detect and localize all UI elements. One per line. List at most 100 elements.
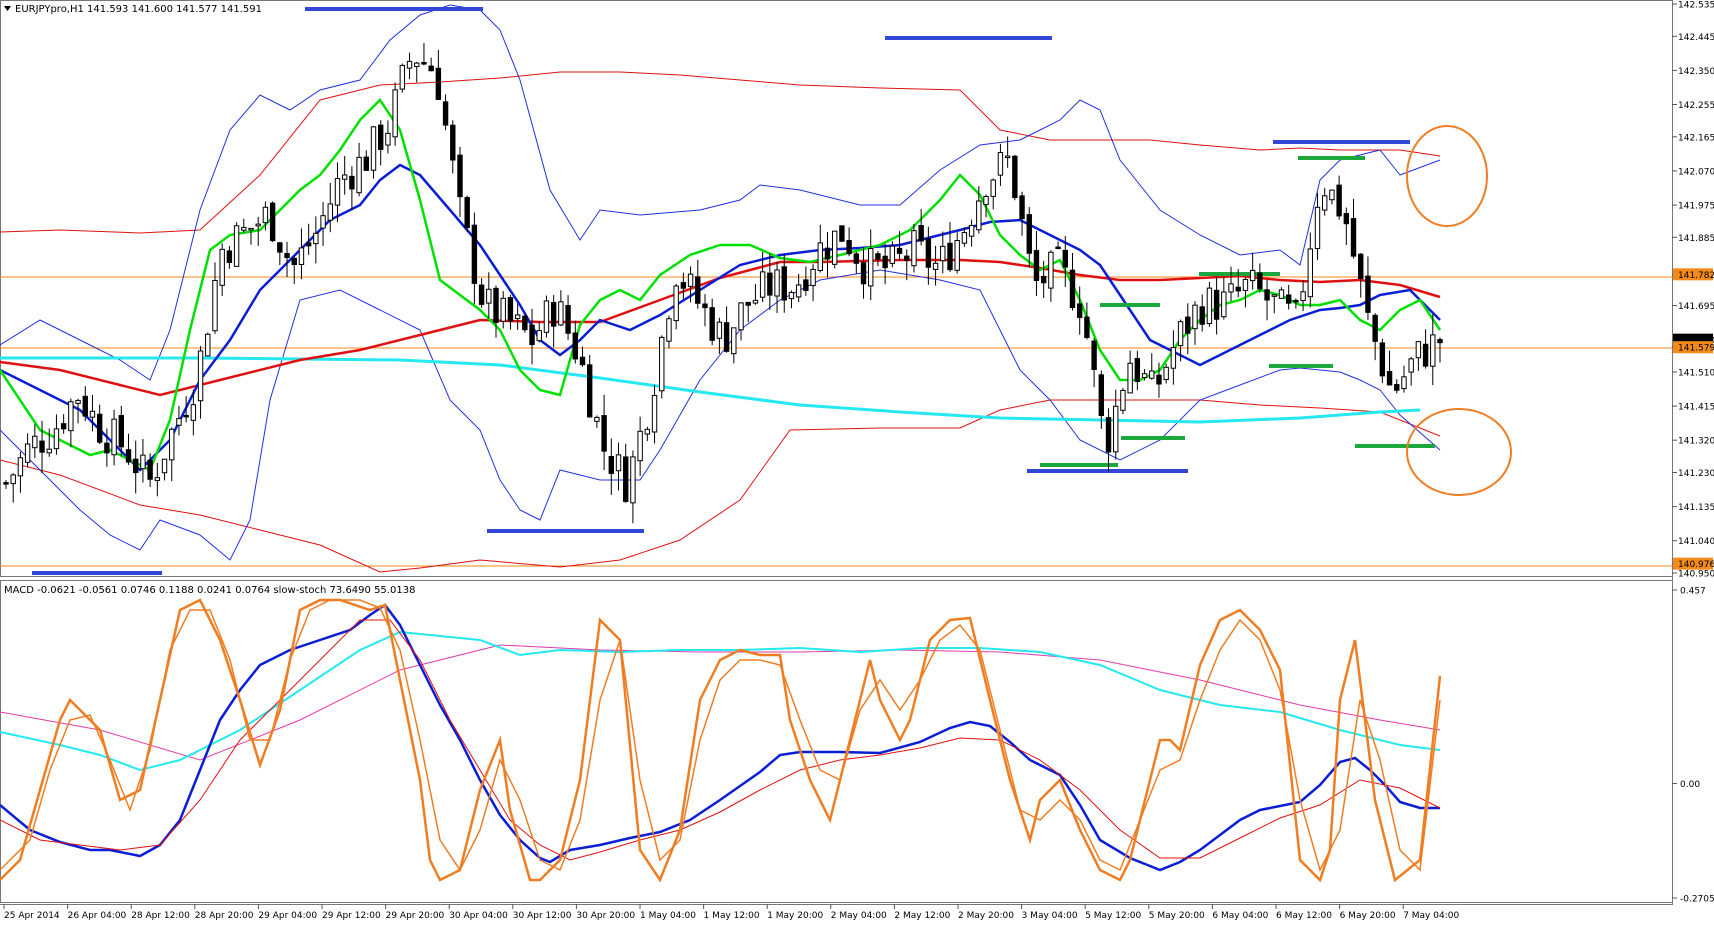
candle-body[interactable]: [990, 179, 996, 197]
candle-body[interactable]: [1048, 251, 1054, 289]
candle-body[interactable]: [334, 178, 341, 206]
candle-body[interactable]: [615, 454, 622, 472]
candle-body[interactable]: [406, 60, 413, 69]
candle-body[interactable]: [269, 202, 276, 242]
candle-body[interactable]: [925, 238, 932, 268]
candle-body[interactable]: [1394, 384, 1400, 391]
candle-body[interactable]: [392, 89, 398, 138]
candle-body[interactable]: [46, 448, 52, 454]
candle-body[interactable]: [399, 64, 406, 90]
candle-body[interactable]: [1120, 389, 1126, 411]
candle-body[interactable]: [212, 280, 218, 332]
candle-body[interactable]: [471, 224, 478, 284]
candle-body[interactable]: [262, 206, 269, 224]
candle-body[interactable]: [133, 458, 139, 474]
candle-body[interactable]: [1235, 286, 1241, 292]
candle-body[interactable]: [1185, 316, 1191, 334]
candle-body[interactable]: [96, 413, 103, 443]
candle-body[interactable]: [1329, 189, 1335, 201]
candle-body[interactable]: [1177, 321, 1184, 347]
highlight-circle-lower[interactable]: [1406, 408, 1512, 496]
candle-body[interactable]: [817, 242, 823, 272]
candle-body[interactable]: [565, 305, 571, 334]
candle-body[interactable]: [75, 399, 81, 404]
candle-body[interactable]: [241, 227, 247, 231]
candle-body[interactable]: [1264, 289, 1270, 301]
candle-body[interactable]: [579, 356, 586, 366]
candle-body[interactable]: [1228, 283, 1234, 293]
candle-body[interactable]: [889, 245, 896, 264]
candle-body[interactable]: [125, 449, 132, 463]
candle-body[interactable]: [305, 242, 312, 247]
candle-body[interactable]: [1206, 287, 1213, 324]
candle-body[interactable]: [1249, 269, 1256, 282]
candle-body[interactable]: [795, 284, 802, 298]
candle-body[interactable]: [983, 196, 989, 206]
candle-body[interactable]: [442, 101, 449, 126]
candle-body[interactable]: [1221, 291, 1227, 318]
candle-body[interactable]: [421, 62, 427, 65]
candle-body[interactable]: [1069, 269, 1076, 309]
candle-body[interactable]: [161, 458, 168, 474]
candle-body[interactable]: [788, 291, 795, 300]
candle-body[interactable]: [695, 276, 701, 304]
candle-body[interactable]: [298, 247, 305, 265]
candle-body[interactable]: [968, 224, 975, 237]
candle-body[interactable]: [197, 350, 204, 402]
candle-body[interactable]: [572, 332, 578, 360]
candle-body[interactable]: [378, 124, 384, 150]
candle-body[interactable]: [1170, 347, 1177, 369]
candle-body[interactable]: [291, 257, 297, 265]
candle-body[interactable]: [932, 262, 939, 270]
candle-body[interactable]: [53, 428, 60, 450]
candle-body[interactable]: [1019, 195, 1025, 220]
candle-body[interactable]: [659, 336, 665, 392]
candle-body[interactable]: [1040, 275, 1047, 284]
candle-body[interactable]: [522, 315, 528, 331]
candle-body[interactable]: [702, 303, 708, 309]
candle-body[interactable]: [457, 154, 463, 198]
candle-body[interactable]: [1098, 374, 1105, 417]
candle-body[interactable]: [767, 272, 773, 296]
candle-body[interactable]: [550, 302, 557, 327]
candle-body[interactable]: [1062, 249, 1068, 268]
candle-body[interactable]: [1293, 299, 1299, 303]
candle-body[interactable]: [284, 252, 290, 258]
candle-body[interactable]: [32, 435, 38, 449]
candle-body[interactable]: [882, 255, 888, 269]
candle-body[interactable]: [1314, 206, 1321, 249]
candle-body[interactable]: [637, 430, 643, 462]
candle-body[interactable]: [226, 250, 233, 263]
candle-body[interactable]: [1285, 294, 1292, 304]
candle-body[interactable]: [82, 395, 88, 417]
candle-body[interactable]: [608, 456, 615, 474]
candle-body[interactable]: [17, 457, 24, 477]
candle-body[interactable]: [1278, 289, 1285, 299]
candle-body[interactable]: [313, 232, 319, 245]
candle-body[interactable]: [356, 156, 362, 194]
candle-body[interactable]: [385, 132, 391, 146]
candle-body[interactable]: [341, 174, 348, 180]
candle-body[interactable]: [1379, 342, 1386, 377]
candle-body[interactable]: [478, 284, 485, 305]
candle-body[interactable]: [752, 299, 759, 304]
candle-body[interactable]: [104, 442, 110, 454]
candle-body[interactable]: [1271, 294, 1277, 297]
candle-body[interactable]: [1084, 316, 1090, 338]
candle-body[interactable]: [738, 302, 744, 331]
candle-body[interactable]: [147, 459, 153, 480]
candle-body[interactable]: [140, 454, 146, 470]
candle-body[interactable]: [154, 477, 161, 481]
candle-body[interactable]: [1134, 357, 1141, 382]
candle-body[interactable]: [320, 215, 326, 229]
candle-body[interactable]: [630, 456, 636, 504]
candle-body[interactable]: [414, 62, 420, 68]
candle-body[interactable]: [976, 200, 982, 231]
candle-body[interactable]: [1437, 339, 1443, 344]
candle-body[interactable]: [1105, 417, 1112, 453]
candle-body[interactable]: [781, 266, 787, 301]
candle-body[interactable]: [1401, 376, 1407, 390]
candle-body[interactable]: [183, 414, 189, 418]
candle-body[interactable]: [89, 410, 96, 418]
candle-body[interactable]: [543, 300, 550, 333]
